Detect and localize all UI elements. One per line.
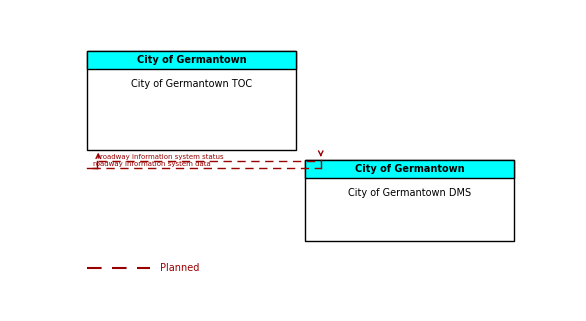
Bar: [87, 51, 296, 150]
Bar: [305, 160, 514, 241]
Bar: [305, 160, 514, 178]
Text: City of Germantown: City of Germantown: [355, 164, 464, 174]
Text: Planned: Planned: [159, 264, 199, 273]
Text: roadway information system data: roadway information system data: [93, 161, 210, 167]
Text: City of Germantown DMS: City of Germantown DMS: [347, 188, 471, 198]
Bar: [87, 51, 296, 69]
Text: City of Germantown: City of Germantown: [137, 55, 246, 65]
Text: City of Germantown TOC: City of Germantown TOC: [131, 79, 252, 89]
Text: roadway information system status: roadway information system status: [101, 154, 224, 160]
